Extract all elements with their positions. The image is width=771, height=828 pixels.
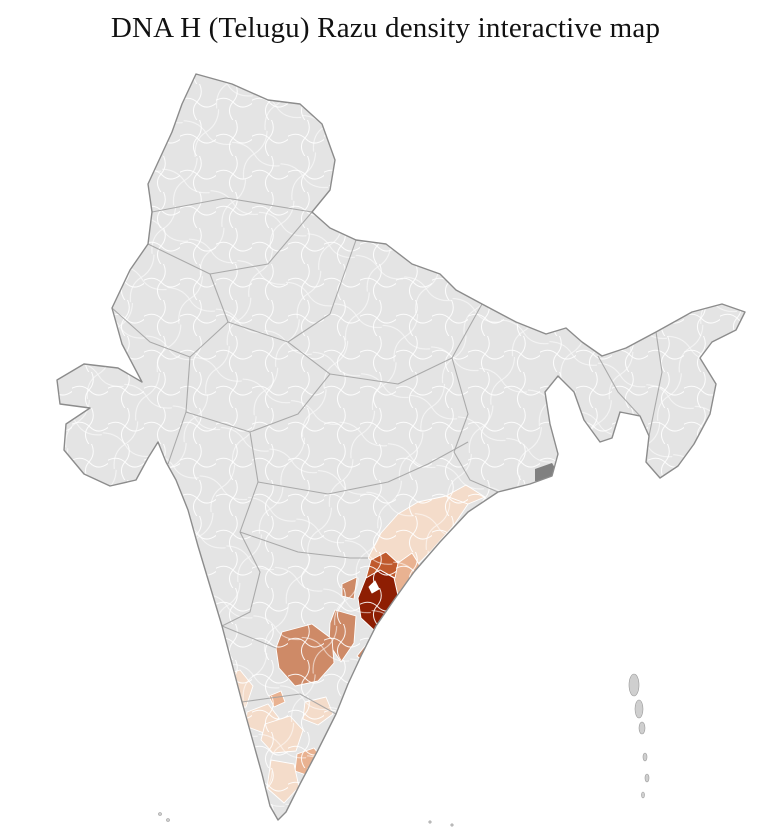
island[interactable] xyxy=(428,820,432,824)
page-title: DNA H (Telugu) Razu density interactive … xyxy=(110,12,661,44)
lakshadweep-islands xyxy=(158,812,454,827)
state-boundary-line xyxy=(151,197,313,213)
island[interactable] xyxy=(450,823,454,827)
state-boundary-line xyxy=(451,357,499,493)
state-boundary-line xyxy=(221,625,277,649)
state-boundary-line xyxy=(147,211,313,275)
district-boundary-mesh-2 xyxy=(57,74,745,820)
island[interactable] xyxy=(158,812,162,816)
island[interactable] xyxy=(641,791,645,799)
island[interactable] xyxy=(628,673,640,697)
island[interactable] xyxy=(642,752,648,762)
island[interactable] xyxy=(638,721,646,735)
island[interactable] xyxy=(634,699,644,719)
state-boundary-line xyxy=(221,431,261,627)
state-boundaries xyxy=(111,197,663,715)
state-boundary-line xyxy=(241,693,337,715)
state-boundary-line xyxy=(257,441,469,495)
state-boundary-line xyxy=(648,331,663,437)
state-boundary-line xyxy=(185,341,331,433)
island[interactable] xyxy=(644,773,650,783)
india-district-map xyxy=(56,73,746,827)
state-boundary-line xyxy=(597,355,641,417)
andaman-islands xyxy=(628,673,650,799)
island[interactable] xyxy=(166,818,170,822)
state-boundary-line xyxy=(239,531,368,559)
state-boundary-line xyxy=(329,303,483,385)
state-boundary-line xyxy=(111,307,229,358)
